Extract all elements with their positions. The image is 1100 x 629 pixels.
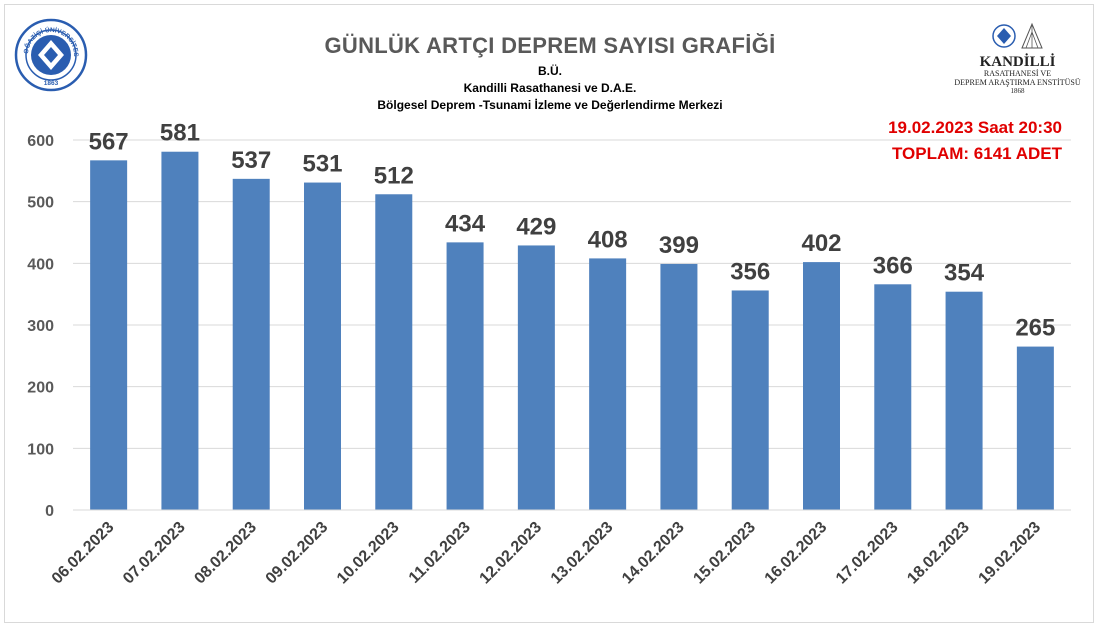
bar-17.02.2023	[874, 284, 912, 510]
x-tick-label: 13.02.2023	[548, 519, 617, 588]
bogazici-seal-logo: BOĞAZİÇİ ÜNİVERSİTESİ 1863	[14, 18, 88, 92]
data-label: 434	[445, 210, 486, 237]
y-tick-label: 100	[27, 441, 54, 458]
x-tick-label: 15.02.2023	[690, 519, 759, 588]
x-tick-label: 10.02.2023	[334, 519, 403, 588]
x-axis-labels: 06.02.2023 07.02.2023 08.02.2023 09.02.2023…	[49, 519, 1044, 588]
bar-07.02.2023	[161, 151, 199, 510]
x-tick-label: 14.02.2023	[619, 519, 688, 588]
bar-13.02.2023	[589, 258, 627, 510]
annotation-total: TOPLAM: 6141 ADET	[891, 144, 1062, 163]
x-tick-label: 07.02.2023	[120, 519, 189, 588]
bar-10.02.2023	[375, 194, 413, 510]
x-tick-label: 06.02.2023	[49, 519, 118, 588]
x-tick-label: 18.02.2023	[904, 519, 973, 588]
data-label: 512	[374, 162, 414, 189]
data-label: 354	[944, 260, 985, 287]
bar-16.02.2023	[803, 262, 840, 510]
bar-18.02.2023	[945, 291, 983, 510]
y-tick-label: 0	[45, 503, 54, 520]
kandilli-line2: RASATHANESİ VE	[983, 69, 1052, 78]
data-label: 581	[160, 120, 200, 147]
x-tick-label: 11.02.2023	[406, 519, 474, 587]
bars	[90, 151, 1054, 511]
x-tick-label: 08.02.2023	[191, 519, 260, 588]
data-label: 265	[1015, 315, 1055, 342]
kandilli-emblem-icon	[991, 22, 1043, 49]
annotation-date: 19.02.2023 Saat 20:30	[888, 118, 1062, 137]
x-tick-label: 17.02.2023	[833, 519, 902, 588]
bar-14.02.2023	[660, 263, 698, 510]
kandilli-line3: DEPREM ARAŞTIRMA ENSTİTÜSÜ	[954, 78, 1081, 87]
data-label: 567	[89, 128, 129, 155]
chart-title: GÜNLÜK ARTÇI DEPREM SAYISI GRAFİĞİ	[324, 33, 776, 58]
kandilli-logo: KANDİLLİ RASATHANESİ VE DEPREM ARAŞTIRMA…	[945, 22, 1090, 96]
grid-lines	[73, 139, 1071, 449]
kandilli-name: KANDİLLİ	[979, 54, 1056, 70]
bar-08.02.2023	[232, 178, 270, 510]
data-label: 356	[730, 258, 770, 285]
subtitle-observatory: Kandilli Rasathanesi ve D.A.E.	[463, 81, 637, 95]
chart-frame	[4, 4, 1094, 623]
data-label: 402	[801, 230, 841, 257]
y-tick-label: 500	[27, 195, 54, 212]
bar-12.02.2023	[517, 245, 555, 510]
y-tick-label: 300	[27, 318, 54, 335]
x-tick-label: 12.02.2023	[477, 519, 546, 588]
bar-15.02.2023	[731, 290, 769, 510]
data-labels: 567 581 537 531 512 434 429 408 399 356 402 366 354 2…	[89, 120, 1056, 342]
seal-year: 1863	[44, 80, 59, 87]
y-tick-label: 400	[27, 256, 54, 273]
data-label: 399	[659, 232, 699, 259]
x-tick-label: 09.02.2023	[263, 519, 332, 588]
data-label: 366	[873, 252, 913, 279]
y-tick-label: 600	[27, 133, 54, 150]
bar-11.02.2023	[446, 242, 484, 510]
bar-09.02.2023	[304, 182, 341, 511]
bar-06.02.2023	[90, 160, 128, 510]
y-axis-ticks: 0 100 200 300 400 500 600	[27, 133, 54, 520]
subtitle-center: Bölgesel Deprem -Tsunami İzleme ve Değer…	[377, 98, 723, 112]
kandilli-year: 1868	[1010, 87, 1025, 95]
bar-19.02.2023	[1016, 346, 1054, 510]
data-label: 429	[516, 213, 556, 240]
data-label: 537	[231, 147, 271, 174]
x-tick-label: 19.02.2023	[976, 519, 1045, 588]
x-tick-label: 16.02.2023	[762, 519, 831, 588]
data-label: 408	[588, 226, 628, 253]
data-label: 531	[302, 151, 342, 178]
subtitle-university: B.Ü.	[538, 64, 562, 78]
y-tick-label: 200	[27, 380, 54, 397]
